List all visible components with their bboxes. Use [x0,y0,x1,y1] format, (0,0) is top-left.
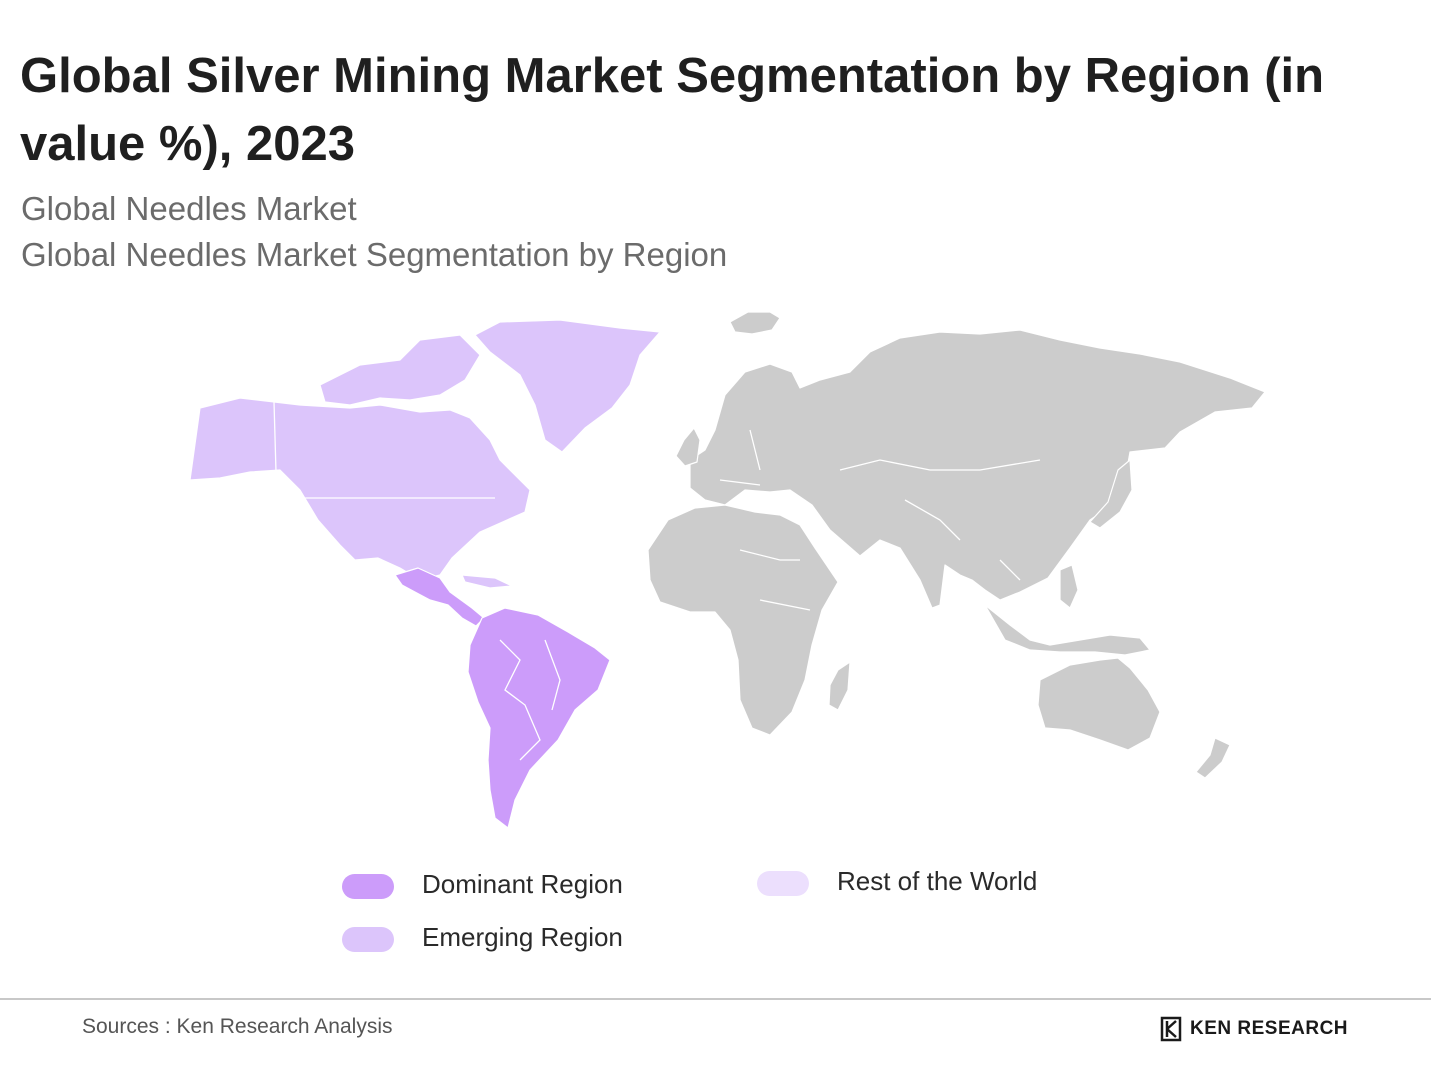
region-japan [1089,459,1133,529]
world-map [189,311,1266,829]
region-central-america [394,567,485,627]
region-greenland [474,319,661,453]
region-iceland [729,311,781,335]
north-america-landmass [189,319,661,589]
subtitle-segmentation: Global Needles Market Segmentation by Re… [21,236,728,273]
region-arctic-islands [319,334,481,406]
page-title: Global Silver Mining Market Segmentation… [20,49,1325,171]
region-new-zealand [1195,737,1231,779]
region-indonesia [984,604,1151,656]
region-caribbean [461,574,513,589]
legend-swatch-rest [757,871,809,896]
logo-mark-icon [1160,1016,1182,1042]
legend-label-rest: Rest of the World [837,866,1038,896]
region-madagascar [828,661,851,711]
source-note: Sources : Ken Research Analysis [82,1015,393,1038]
legend-label-emerging: Emerging Region [422,922,623,952]
region-north-america [189,397,531,581]
logo-text: KEN RESEARCH [1190,1018,1349,1039]
legend-swatch-dominant [342,874,394,899]
latin-america-landmass [394,567,611,829]
subtitle-market: Global Needles Market [21,190,357,227]
footer-divider [0,998,1431,1000]
region-africa [647,504,839,736]
ken-research-logo: KEN RESEARCH [1160,1016,1348,1044]
region-south-america [467,607,611,829]
legend-label-dominant: Dominant Region [422,869,623,899]
legend-swatch-emerging [342,927,394,952]
rest-of-world-landmass [647,311,1266,779]
region-british-isles [675,427,701,467]
region-philippines [1059,564,1079,609]
border-lines [273,401,1041,761]
region-australia [1037,657,1161,751]
